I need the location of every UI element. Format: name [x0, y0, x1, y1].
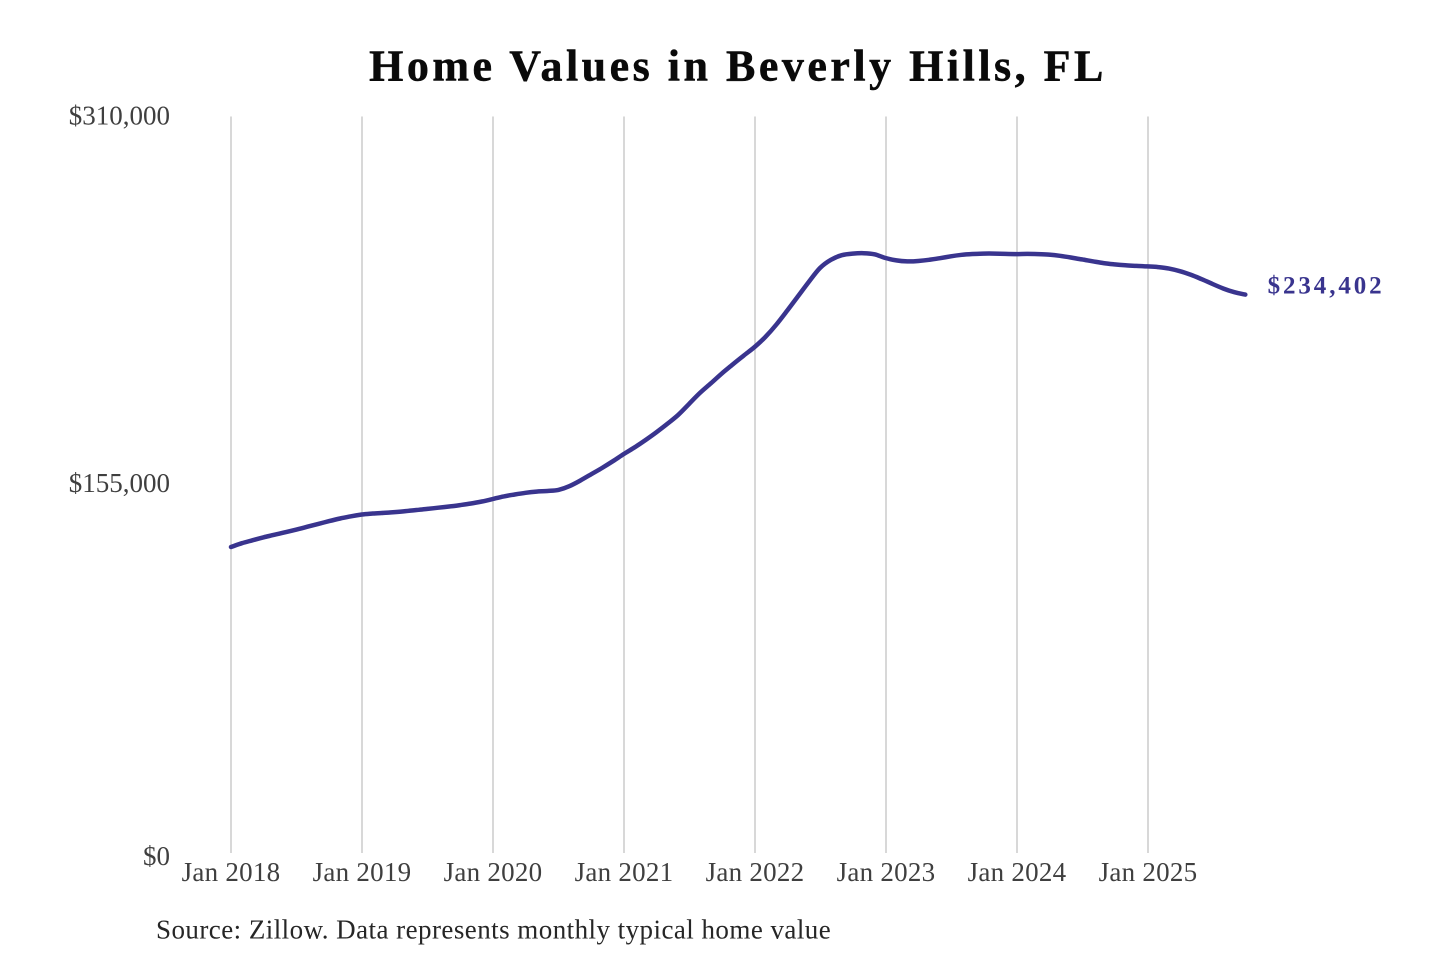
svg-text:Jan 2018: Jan 2018 [182, 857, 281, 887]
svg-text:Jan 2020: Jan 2020 [444, 857, 543, 887]
svg-text:Jan 2019: Jan 2019 [313, 857, 412, 887]
svg-text:Jan 2025: Jan 2025 [1099, 857, 1198, 887]
svg-text:Jan 2021: Jan 2021 [575, 857, 674, 887]
svg-text:Source: Zillow. Data represent: Source: Zillow. Data represents monthly … [156, 915, 831, 945]
svg-text:Jan 2022: Jan 2022 [706, 857, 805, 887]
svg-text:Jan 2023: Jan 2023 [837, 857, 936, 887]
svg-text:Home Values in Beverly Hills,: Home Values in Beverly Hills, FL [369, 42, 1107, 91]
svg-text:$155,000: $155,000 [69, 468, 170, 498]
svg-text:$0: $0 [143, 841, 170, 871]
svg-text:$234,402: $234,402 [1268, 273, 1385, 300]
svg-text:$310,000: $310,000 [69, 101, 170, 131]
svg-text:Jan 2024: Jan 2024 [968, 857, 1067, 887]
